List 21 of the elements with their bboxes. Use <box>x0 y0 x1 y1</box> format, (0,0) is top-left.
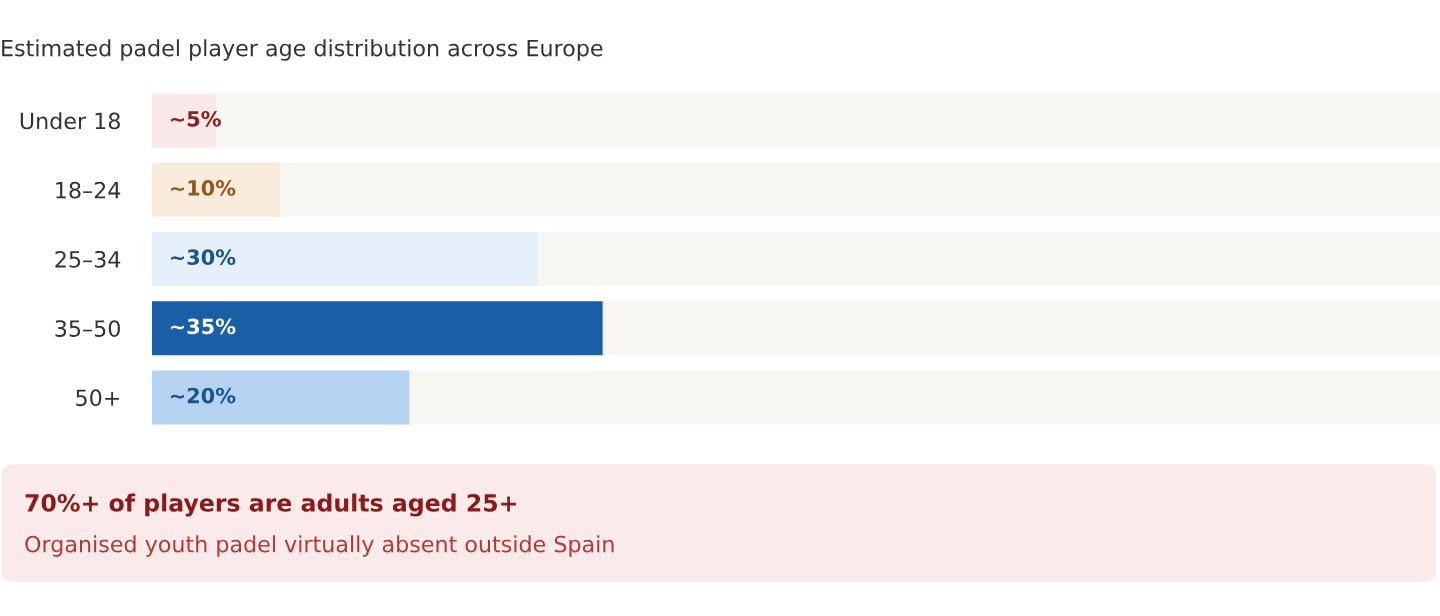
data-label: ~5% <box>170 110 221 127</box>
bar <box>152 370 410 425</box>
bar <box>538 232 1440 286</box>
bar <box>409 370 1440 425</box>
text: 70%+ of players are adults aged 25+ <box>25 493 516 517</box>
bar <box>602 301 1440 356</box>
data-label: ~30% <box>170 249 236 266</box>
data-label: ~35% <box>170 318 236 335</box>
y-tick-label: 50+ <box>76 389 120 407</box>
bar <box>152 301 603 356</box>
chart-title: Estimated padel player age distribution across Europe <box>2 39 603 61</box>
y-tick-label: 35–50 <box>55 320 120 337</box>
bar <box>152 162 281 217</box>
data-label: ~10% <box>170 180 236 196</box>
bar <box>152 232 539 286</box>
data-label: ~20% <box>170 387 236 404</box>
y-tick-label: 18–24 <box>56 181 121 199</box>
bar <box>280 162 1440 217</box>
y-tick-label: 25–34 <box>55 250 121 268</box>
y-tick-label: Under 18 <box>20 112 120 130</box>
text: Organised youth padel virtually absent outside Spain <box>25 535 614 557</box>
